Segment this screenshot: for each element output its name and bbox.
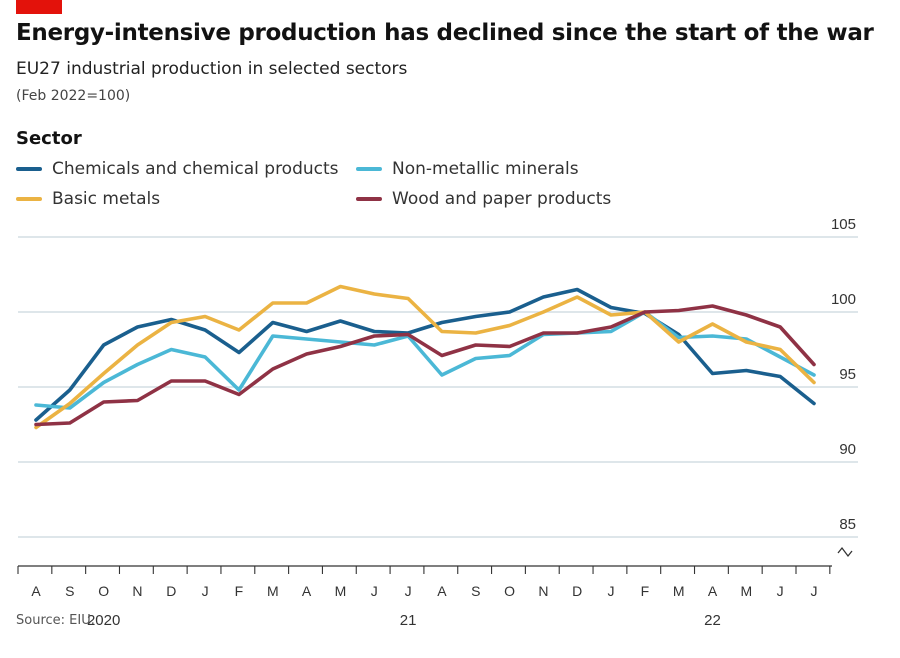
- legend-label-basic-metals: Basic metals: [52, 189, 161, 209]
- year-label-22: 22: [704, 612, 721, 629]
- x-tick-label: A: [302, 583, 312, 599]
- x-tick-label: O: [98, 583, 109, 599]
- x-tick-label: J: [371, 583, 378, 599]
- x-tick-label: M: [741, 583, 753, 599]
- x-tick-label: J: [202, 583, 209, 599]
- chart-subtitle: EU27 industrial production in selected s…: [16, 59, 408, 79]
- legend-item-non-metallic: Non-metallic minerals: [356, 157, 579, 181]
- x-tick-label: A: [31, 583, 41, 599]
- year-label-2020: 2020: [87, 612, 120, 629]
- x-tick-label: M: [673, 583, 685, 599]
- x-tick-label: J: [405, 583, 412, 599]
- legend-label-non-metallic: Non-metallic minerals: [392, 159, 579, 179]
- source-note: Source: EIU.: [16, 613, 95, 628]
- x-tick-label: J: [608, 583, 615, 599]
- y-tick-label-105: 105: [831, 216, 856, 233]
- x-tick-label: N: [132, 583, 142, 599]
- x-tick-label: S: [471, 583, 480, 599]
- x-tick-label: J: [811, 583, 818, 599]
- series-line-wood-and-paper-products: [34, 304, 816, 427]
- x-tick-label: M: [267, 583, 279, 599]
- legend-swatch-chemicals: [16, 167, 42, 171]
- chart-title: Energy-intensive production has declined…: [16, 20, 874, 46]
- legend-label-chemicals: Chemicals and chemical products: [52, 159, 339, 179]
- x-tick-label: D: [166, 583, 176, 599]
- x-tick-label: J: [777, 583, 784, 599]
- brand-tag: [16, 0, 62, 14]
- legend-swatch-non-metallic: [356, 167, 382, 171]
- x-tick-label: N: [538, 583, 548, 599]
- x-tick-label: M: [335, 583, 347, 599]
- legend: Chemicals and chemical products Non-meta…: [16, 157, 716, 217]
- x-tick-label: D: [572, 583, 582, 599]
- x-tick-label: A: [437, 583, 447, 599]
- legend-item-wood-paper: Wood and paper products: [356, 187, 611, 211]
- series-line-basic-metals: [34, 284, 816, 430]
- x-tick-label: A: [708, 583, 718, 599]
- legend-title: Sector: [16, 128, 82, 149]
- legend-swatch-basic-metals: [16, 197, 42, 201]
- x-tick-label: O: [504, 583, 515, 599]
- year-label-21: 21: [400, 612, 417, 629]
- legend-swatch-wood-paper: [356, 197, 382, 201]
- legend-item-chemicals: Chemicals and chemical products: [16, 157, 339, 181]
- y-tick-label-95: 95: [839, 366, 856, 383]
- chart-unit: (Feb 2022=100): [16, 88, 131, 104]
- x-tick-label: S: [65, 583, 74, 599]
- y-tick-label-100: 100: [831, 291, 856, 308]
- x-tick-label: F: [641, 583, 650, 599]
- legend-item-basic-metals: Basic metals: [16, 187, 160, 211]
- y-tick-label-90: 90: [839, 441, 856, 458]
- axis-break-marker: [837, 546, 853, 558]
- legend-label-wood-paper: Wood and paper products: [392, 189, 612, 209]
- x-tick-label: F: [235, 583, 244, 599]
- y-tick-label-85: 85: [839, 516, 856, 533]
